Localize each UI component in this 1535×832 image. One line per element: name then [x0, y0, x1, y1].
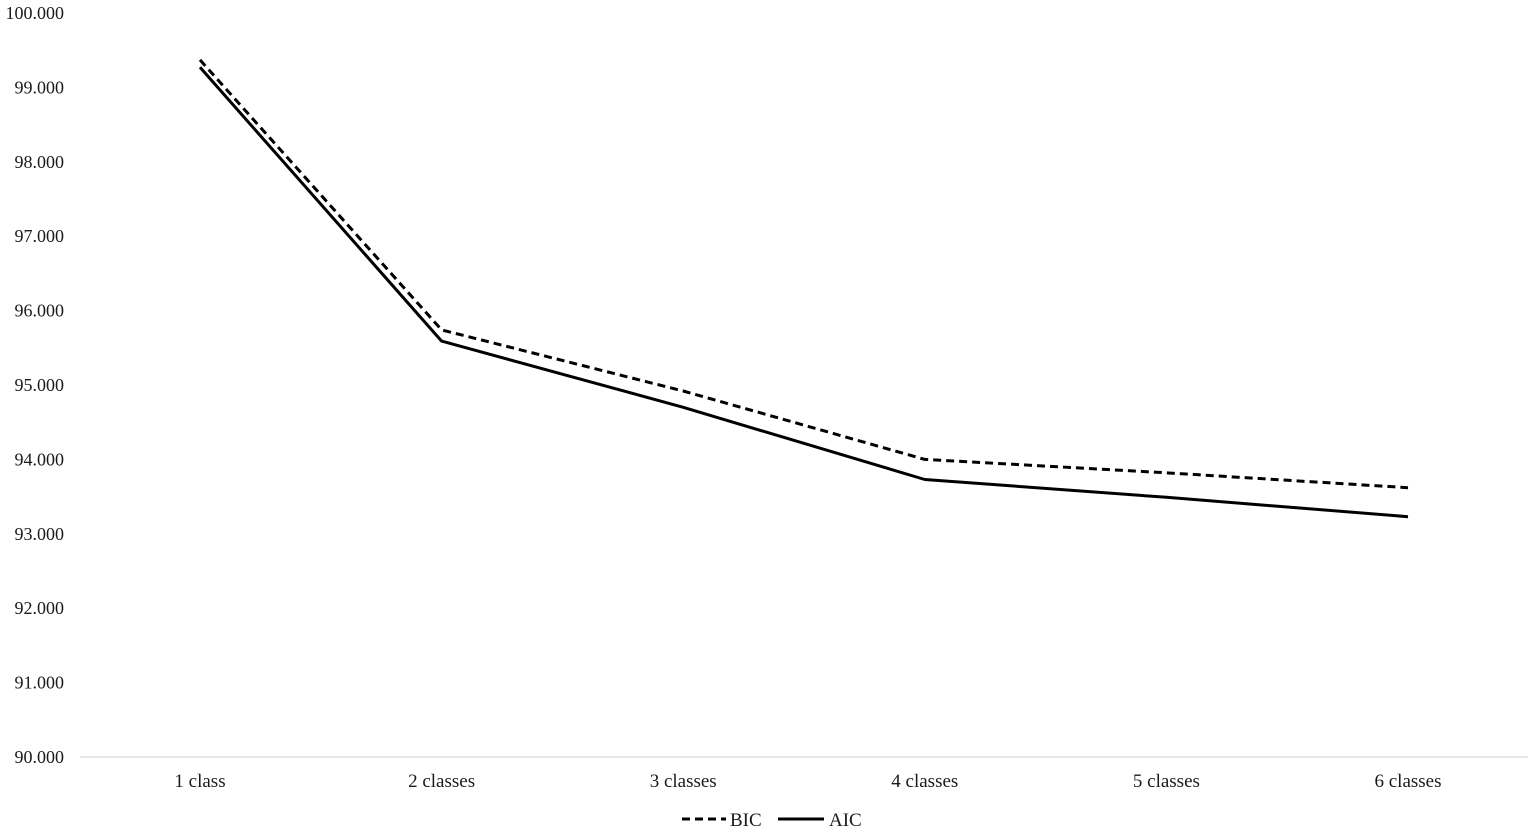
x-tick-label: 1 class: [174, 771, 225, 792]
legend-label-bic: BIC: [730, 810, 762, 831]
y-tick-label: 99.000: [15, 77, 65, 97]
x-tick-label: 3 classes: [650, 771, 717, 792]
x-tick-label: 4 classes: [891, 771, 958, 792]
x-tick-label: 5 classes: [1133, 771, 1200, 792]
y-axis: 90.000 91.000 92.000 93.000 94.000 95.000 96.0…: [6, 3, 65, 767]
x-tick-label: 6 classes: [1374, 771, 1441, 792]
y-tick-label: 90.000: [15, 747, 65, 767]
series-lines: [198, 58, 1409, 519]
y-tick-label: 98.000: [15, 152, 65, 172]
y-tick-label: 92.000: [15, 598, 65, 618]
x-axis: 1 class 2 classes 3 classes 4 classes 5 clas…: [174, 771, 1441, 792]
legend-label-aic: AIC: [829, 810, 862, 831]
y-tick-label: 91.000: [15, 673, 65, 693]
x-tick-label: 2 classes: [408, 771, 475, 792]
y-tick-label: 94.000: [15, 449, 65, 469]
y-tick-label: 93.000: [15, 524, 65, 544]
y-tick-label: 95.000: [15, 375, 65, 395]
y-tick-label: 96.000: [15, 301, 65, 321]
y-tick-label: 100.000: [6, 3, 65, 23]
legend: BIC AIC: [682, 810, 862, 831]
series-line-bic: [198, 58, 1409, 490]
series-line-aic: [198, 66, 1409, 519]
y-tick-label: 97.000: [15, 226, 65, 246]
